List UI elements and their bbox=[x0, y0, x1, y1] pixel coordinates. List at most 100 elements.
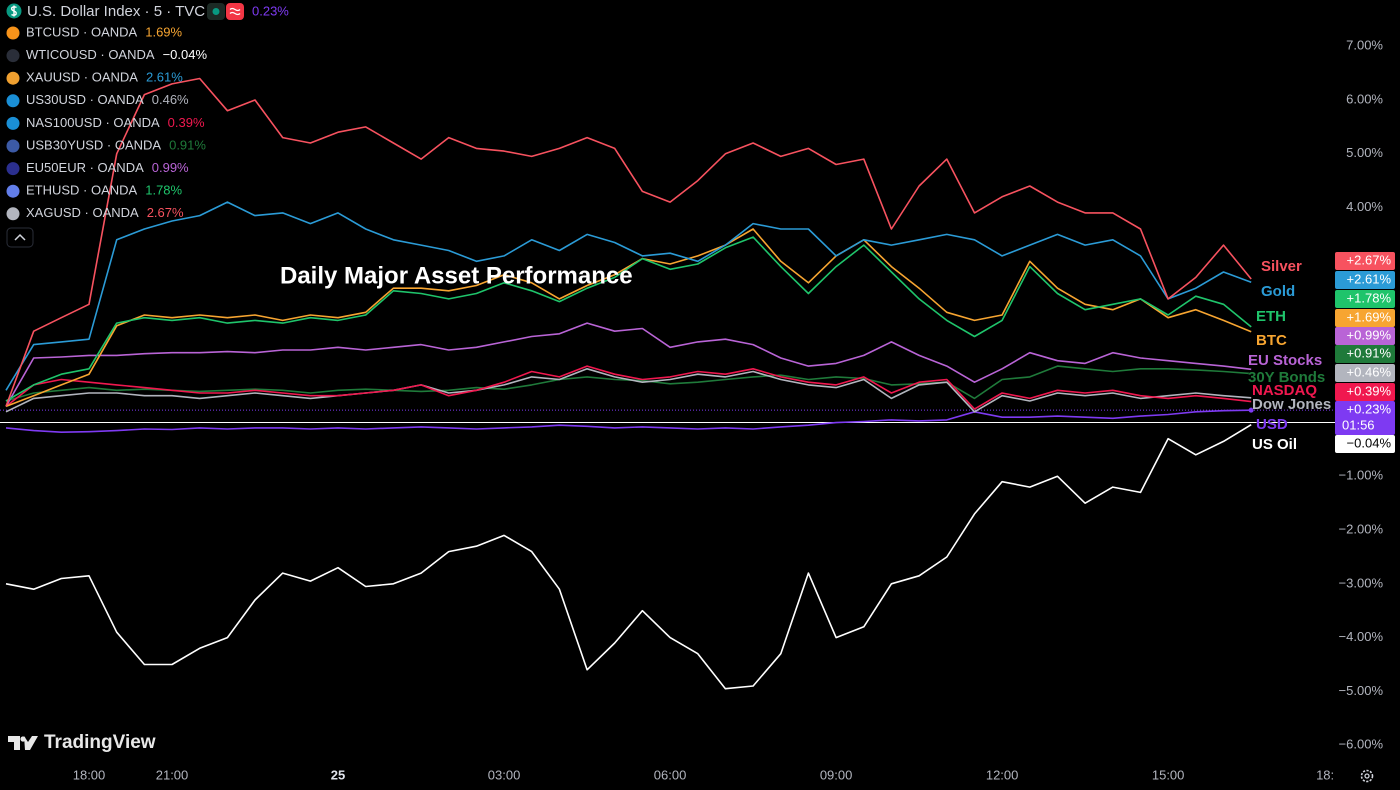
legend-toggle[interactable] bbox=[6, 227, 34, 248]
legend-icon bbox=[6, 207, 20, 221]
legend-icon bbox=[6, 162, 20, 176]
series-line bbox=[5, 365, 1252, 410]
price-box bbox=[1335, 345, 1395, 363]
series-line bbox=[5, 77, 1252, 407]
series-name-label: 30Y Bonds bbox=[1248, 369, 1325, 386]
plot-area bbox=[0, 77, 1335, 690]
settings-icon bbox=[1364, 773, 1370, 779]
price-box bbox=[1335, 309, 1395, 327]
series-name-label: Dow Jones bbox=[1252, 396, 1331, 413]
series-name-label: US Oil bbox=[1252, 436, 1297, 453]
x-tick-label: 18: bbox=[1316, 767, 1334, 782]
watermark: TradingView bbox=[44, 732, 156, 753]
legend-symbol: ETHUSD · OANDA bbox=[26, 183, 138, 198]
x-tick-label: 09:00 bbox=[820, 767, 853, 782]
price-label: +2.67% bbox=[1347, 252, 1392, 267]
legend-symbol: XAUUSD · OANDA bbox=[26, 70, 138, 85]
series-line bbox=[5, 409, 1252, 433]
series-name-label: NASDAQ bbox=[1252, 382, 1317, 399]
x-tick-label: 06:00 bbox=[654, 767, 687, 782]
y-tick-label: −1.00% bbox=[1339, 468, 1384, 483]
price-label: +0.39% bbox=[1347, 383, 1392, 398]
legend-symbol: WTICOUSD · OANDA bbox=[26, 47, 155, 62]
legend-symbol: NAS100USD · OANDA bbox=[26, 115, 160, 130]
series-name-label: Gold bbox=[1261, 283, 1295, 300]
y-tick-label: 5.00% bbox=[1346, 145, 1383, 160]
legend-value: −0.04% bbox=[163, 47, 208, 62]
legend-icon bbox=[6, 71, 20, 85]
series-name-label: Silver bbox=[1261, 258, 1302, 275]
series-name-label: USD bbox=[1256, 416, 1288, 433]
series-line bbox=[5, 201, 1252, 391]
price-box bbox=[1335, 271, 1395, 289]
series-line bbox=[5, 236, 1252, 402]
series-line bbox=[5, 228, 1252, 408]
legend-symbol: XAGUSD · OANDA bbox=[26, 205, 139, 220]
legend-icon bbox=[6, 26, 20, 40]
legend-icon bbox=[6, 94, 20, 108]
price-box bbox=[1335, 327, 1395, 345]
series-line bbox=[5, 368, 1252, 413]
price-box bbox=[1335, 364, 1395, 382]
legend-value: 0.39% bbox=[168, 115, 205, 130]
price-label: +0.46% bbox=[1347, 364, 1392, 379]
y-tick-label: 4.00% bbox=[1346, 199, 1383, 214]
legend-value: 0.91% bbox=[169, 137, 206, 152]
delay-badge bbox=[226, 3, 244, 20]
legend-symbol: US30USD · OANDA bbox=[26, 92, 144, 107]
y-tick-label: −6.00% bbox=[1339, 737, 1384, 752]
legend-icon bbox=[6, 184, 20, 198]
delay-icon bbox=[229, 7, 241, 16]
series-name-label: BTC bbox=[1256, 332, 1287, 349]
legend-symbol: USB30YUSD · OANDA bbox=[26, 137, 161, 152]
status-dot bbox=[212, 8, 220, 15]
price-box bbox=[1335, 290, 1395, 308]
legend-value: 2.67% bbox=[147, 205, 184, 220]
series-line bbox=[5, 424, 1252, 690]
legend-icon bbox=[6, 116, 20, 130]
y-tick-label: −2.00% bbox=[1339, 522, 1384, 537]
legend-value: 0.46% bbox=[152, 92, 189, 107]
x-tick-label: 15:00 bbox=[1152, 767, 1185, 782]
settings-button[interactable] bbox=[1360, 769, 1374, 783]
price-box bbox=[1335, 383, 1395, 401]
legend-value: 1.78% bbox=[145, 183, 182, 198]
price-label: +0.23% bbox=[1347, 401, 1392, 416]
legend-value: 2.61% bbox=[146, 70, 183, 85]
y-tick-label: −4.00% bbox=[1339, 629, 1384, 644]
series-line bbox=[5, 322, 1252, 407]
legend-value: 0.99% bbox=[152, 160, 189, 175]
legend-symbol: BTCUSD · OANDA bbox=[26, 24, 138, 39]
x-tick-label: 18:00 bbox=[73, 767, 106, 782]
legend-toggle-icon bbox=[14, 233, 26, 241]
series-name-label: ETH bbox=[1256, 308, 1286, 325]
price-label: +0.99% bbox=[1347, 327, 1392, 342]
price-box bbox=[1335, 401, 1395, 435]
y-tick-label: 7.00% bbox=[1346, 38, 1383, 53]
legend-icon bbox=[6, 139, 20, 153]
header-value: 0.23% bbox=[252, 3, 289, 18]
legend-symbol: EU50EUR · OANDA bbox=[26, 160, 144, 175]
y-tick-label: −5.00% bbox=[1339, 683, 1384, 698]
legend-icon bbox=[6, 49, 20, 63]
last-point bbox=[1248, 407, 1254, 413]
series-name-label: EU Stocks bbox=[1248, 352, 1322, 369]
price-box bbox=[1335, 435, 1395, 453]
x-tick-label: 03:00 bbox=[488, 767, 521, 782]
watermark-logo-dot bbox=[20, 736, 26, 742]
x-tick-label: 21:00 bbox=[156, 767, 189, 782]
y-tick-label: 6.00% bbox=[1346, 91, 1383, 106]
price-label: +0.91% bbox=[1347, 345, 1392, 360]
x-tick-label: 25 bbox=[331, 767, 345, 782]
price-box bbox=[1335, 252, 1395, 270]
price-label: +1.78% bbox=[1347, 290, 1392, 305]
x-tick-label: 12:00 bbox=[986, 767, 1019, 782]
price-label: +2.61% bbox=[1347, 271, 1392, 286]
chart-title: U.S. Dollar Index · 5 · TVC bbox=[27, 3, 205, 20]
legend-value: 1.69% bbox=[145, 24, 182, 39]
price-label: +1.69% bbox=[1347, 309, 1392, 324]
countdown: 01:56 bbox=[1342, 417, 1375, 432]
